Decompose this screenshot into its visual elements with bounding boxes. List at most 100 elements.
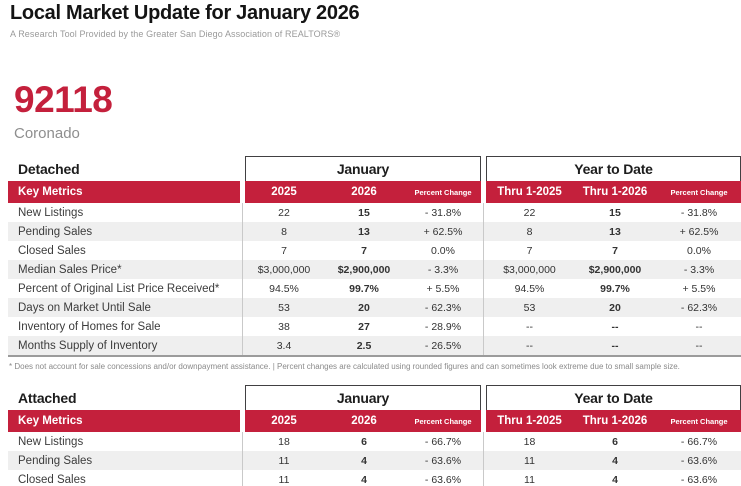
ytd-group-header: Year to Date	[486, 385, 741, 410]
ytd-prior-value: 11	[486, 451, 573, 470]
ytd-percent-change-value: - 63.6%	[680, 473, 718, 486]
column-header-month-current: 2026	[323, 410, 405, 432]
ytd-percent-change-value: - 63.6%	[657, 451, 741, 470]
column-divider	[240, 181, 245, 203]
column-divider	[240, 222, 245, 241]
column-divider	[481, 432, 486, 451]
month-current-value: 20	[323, 298, 405, 317]
metric-row: Inventory of Homes for Sale 38 27 - 28.9% --…	[8, 317, 741, 336]
ytd-prior-value: 53	[486, 298, 573, 317]
area-name: Coronado	[14, 125, 80, 142]
metric-row: Closed Sales 7 7 0.0% 7 7 0.0%	[8, 241, 741, 260]
column-divider	[240, 470, 245, 486]
ytd-current-value: 6	[612, 435, 618, 448]
key-metrics-header-row: Key Metrics 2025 2026 Percent Change Thru 1-…	[8, 410, 741, 432]
metric-row: Percent of Original List Price Received*…	[8, 279, 741, 298]
month-current-value: 7	[361, 244, 367, 257]
metric-label: New Listings	[18, 435, 84, 448]
ytd-percent-change-value: + 5.5%	[682, 282, 716, 295]
month-percent-change-value: - 28.9%	[424, 320, 462, 333]
column-divider	[481, 222, 486, 241]
column-divider	[240, 336, 245, 355]
metric-label: Percent of Original List Price Received*	[18, 282, 220, 295]
column-divider	[481, 451, 486, 470]
column-header-ytd-current: Thru 1-2026	[573, 181, 657, 203]
ytd-current-value: 13	[573, 222, 657, 241]
month-prior-value: 3.4	[245, 336, 323, 355]
ytd-prior-value: 8	[486, 222, 573, 241]
column-header-month-percent-change: Percent Change	[405, 410, 481, 432]
column-divider	[240, 203, 245, 222]
column-divider	[240, 241, 245, 260]
column-divider	[481, 336, 486, 355]
month-current-value: 15	[358, 206, 370, 219]
metric-label: Closed Sales	[18, 473, 86, 486]
month-current-value: 99.7%	[349, 282, 379, 295]
ytd-percent-change-value: + 62.5%	[657, 222, 741, 241]
column-header-ytd-percent-change: Percent Change	[657, 410, 741, 432]
ytd-current-value: --	[573, 336, 657, 355]
ytd-current-value: 4	[573, 451, 657, 470]
month-prior-value: 38	[278, 320, 290, 333]
ytd-prior-value: 11	[524, 473, 535, 486]
metric-label: Inventory of Homes for Sale	[18, 320, 161, 333]
metric-row: Pending Sales 8 13 + 62.5% 8 13 + 62.5%	[8, 222, 741, 241]
ytd-current-value: 99.7%	[600, 282, 630, 295]
column-divider	[240, 410, 245, 432]
column-divider	[481, 181, 486, 203]
ytd-percent-change-value: --	[657, 336, 741, 355]
metric-row: Median Sales Price* $3,000,000 $2,900,000-…	[8, 260, 741, 279]
column-divider	[240, 279, 245, 298]
column-divider	[481, 279, 486, 298]
column-divider	[240, 298, 245, 317]
ytd-prior-value: 22	[523, 206, 536, 219]
column-divider	[240, 451, 245, 470]
month-current-value: 27	[358, 320, 370, 333]
key-metrics-header-row: Key Metrics 2025 2026 Percent Change Thru 1-…	[8, 181, 741, 203]
month-percent-change-value: - 63.6%	[424, 473, 462, 486]
ytd-percent-change-value: - 31.8%	[680, 206, 718, 219]
month-percent-change-value: 0.0%	[431, 244, 455, 257]
footnote: * Does not account for sale concessions …	[9, 362, 680, 371]
ytd-prior-value: --	[486, 336, 573, 355]
month-current-value: $2,900,000	[323, 260, 405, 279]
metric-label: Pending Sales	[8, 222, 240, 241]
ytd-prior-value: --	[526, 320, 533, 333]
column-header-ytd-percent-change: Percent Change	[657, 181, 741, 203]
column-divider	[481, 203, 486, 222]
column-divider	[481, 260, 486, 279]
ytd-current-value: 4	[612, 473, 618, 486]
column-divider	[481, 470, 486, 486]
zip-code: 92118	[14, 79, 113, 120]
metric-row: Days on Market Until Sale 53 20- 62.3% 53 20…	[8, 298, 741, 317]
month-prior-value: 11	[278, 473, 290, 486]
ytd-prior-value: 18	[523, 435, 536, 448]
ytd-percent-change-value: - 66.7%	[680, 435, 718, 448]
section-label: Detached	[18, 160, 80, 177]
column-header-ytd-prior: Thru 1-2025	[486, 410, 573, 432]
month-prior-value: 7	[281, 244, 287, 257]
ytd-percent-change-value: --	[695, 320, 703, 333]
ytd-percent-change-value: 0.0%	[687, 244, 711, 257]
metric-row: Pending Sales 11 4- 63.6% 11 4- 63.6%	[8, 451, 741, 470]
month-prior-value: 94.5%	[269, 282, 299, 295]
market-table: Detached January Year to Date Key Metrics 20…	[8, 156, 741, 357]
column-header-ytd-prior: Thru 1-2025	[486, 181, 573, 203]
column-divider	[240, 432, 245, 451]
ytd-prior-value: 7	[526, 244, 533, 257]
column-header-month-prior: 2025	[245, 181, 323, 203]
ytd-current-value: --	[611, 320, 619, 333]
metric-label: Days on Market Until Sale	[8, 298, 240, 317]
ytd-percent-change-value: - 62.3%	[657, 298, 741, 317]
metric-row: Months Supply of Inventory 3.4 2.5- 26.5% -…	[8, 336, 741, 355]
month-group-header: January	[245, 156, 481, 181]
month-prior-value: 11	[245, 451, 323, 470]
column-header-month-prior: 2025	[245, 410, 323, 432]
month-percent-change-value: - 26.5%	[405, 336, 481, 355]
month-prior-value: 8	[245, 222, 323, 241]
month-group-header: January	[245, 385, 481, 410]
ytd-percent-change-value: - 3.3%	[657, 260, 741, 279]
metric-label: Closed Sales	[18, 244, 86, 257]
key-metrics-label: Key Metrics	[8, 181, 240, 203]
column-header-month-percent-change: Percent Change	[405, 181, 481, 203]
